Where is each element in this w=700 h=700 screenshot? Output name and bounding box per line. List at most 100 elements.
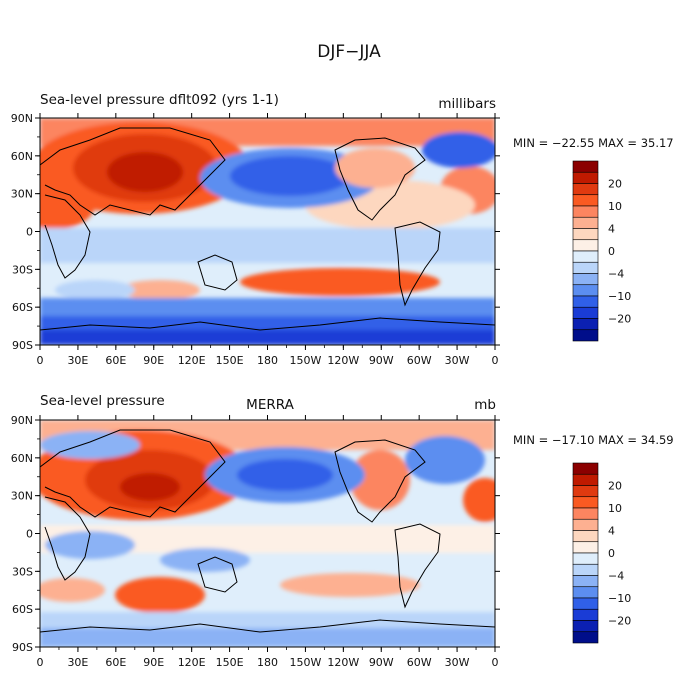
- panel-obs-colorbar-swatch: [572, 530, 599, 543]
- panel-model-title: Sea-level pressure dflt092 (yrs 1-1): [40, 92, 279, 108]
- panel-model-x-tick-label: 30W: [445, 354, 470, 367]
- panel-model-x-tick-label: 90E: [143, 354, 164, 367]
- panel-obs-y-tick-label: 60N: [11, 452, 33, 465]
- figure-title: DJF−JJA: [317, 42, 381, 62]
- panel-obs-colorbar-label: −20: [608, 615, 631, 628]
- panel-model-x-tick-label: 150W: [289, 354, 321, 367]
- panel-model-x-tick-label: 60E: [105, 354, 126, 367]
- panel-obs-x-tick-label: 120W: [327, 656, 359, 669]
- panel-model-x-tick-label: 30E: [67, 354, 88, 367]
- panel-obs-colorbar-label: 20: [608, 480, 622, 493]
- panel-model-colorbar-swatch: [572, 295, 599, 308]
- panel-model-colorbar-swatch: [572, 171, 599, 184]
- panel-model-x-tick-label: 0: [492, 354, 499, 367]
- panel-obs-colorbar-swatch: [572, 518, 599, 531]
- panel-obs-coastlines: [40, 429, 495, 633]
- panel-obs-title: Sea-level pressure: [40, 393, 165, 409]
- panel-obs-colorbar-label: 0: [608, 547, 615, 560]
- panel-model-units: millibars: [438, 96, 496, 112]
- panel-model-colorbar-swatch: [572, 306, 599, 319]
- panel-obs-colorbar-swatch: [572, 575, 599, 588]
- panel-obs-y-tick-label: 60S: [12, 603, 33, 616]
- panel-model-colorbar-swatch: [572, 239, 599, 252]
- panel-obs-x-tick-label: 0: [37, 656, 44, 669]
- panel-obs-x-tick-label: 150W: [289, 656, 321, 669]
- panel-obs-map: [40, 420, 495, 647]
- panel-model-colorbar-swatch: [572, 183, 599, 196]
- panel-obs-x-tick-label: 0: [492, 656, 499, 669]
- panel-model-colorbar-label: −20: [608, 313, 631, 326]
- panel-obs-colorbar-swatch: [572, 496, 599, 509]
- panel-model-colorbar-swatch: [572, 160, 599, 173]
- panel-model-x-tick-label: 150E: [216, 354, 244, 367]
- panel-model-y-tick-label: 60N: [11, 150, 33, 163]
- panel-model-y-tick-label: 90S: [12, 339, 33, 352]
- panel-model-colorbar-label: −10: [608, 290, 631, 303]
- panel-obs-colorbar-swatch: [572, 552, 599, 565]
- panel-obs-colorbar-label: 4: [608, 525, 615, 538]
- panel-obs-y-tick-label: 0: [26, 528, 33, 541]
- panel-obs-x-tick-label: 30E: [67, 656, 88, 669]
- panel-obs-x-tick-label: 60E: [105, 656, 126, 669]
- panel-obs-x-tick-label: 30W: [445, 656, 470, 669]
- panel-model-x-tick-label: 90W: [369, 354, 394, 367]
- panel-model-x-tick-label: 60W: [407, 354, 432, 367]
- panel-model-colorbar-swatch: [572, 228, 599, 241]
- panel-model-axes: 0 30E 60E 90E 120E 150E 180 150W 120W 90W 60W 30W 09…: [11, 112, 500, 367]
- panel-obs-y-tick-label: 90N: [11, 414, 33, 427]
- panel-obs-y-tick-label: 30S: [12, 565, 33, 578]
- panel-model-colorbar-label: 0: [608, 245, 615, 258]
- panel-model: Sea-level pressure dflt092 (yrs 1-1) mil…: [11, 92, 674, 367]
- panel-model-y-tick-label: 60S: [12, 301, 33, 314]
- panel-model-stats: MIN = −22.55 MAX = 35.17: [513, 136, 674, 150]
- panel-model-colorbar-swatch: [572, 250, 599, 263]
- panel-model-colorbar-swatch: [572, 205, 599, 218]
- panel-model-x-tick-label: 120E: [178, 354, 206, 367]
- panel-model-map: [40, 118, 495, 345]
- panel-obs-colorbar-swatch: [572, 597, 599, 610]
- panel-model-y-tick-label: 30S: [12, 263, 33, 276]
- panel-model-colorbar-label: −4: [608, 268, 624, 281]
- panel-obs-y-tick-label: 90S: [12, 641, 33, 654]
- panel-obs-x-tick-label: 180: [257, 656, 278, 669]
- panel-obs-colorbar-swatch: [572, 620, 599, 633]
- panel-obs-x-tick-label: 90W: [369, 656, 394, 669]
- panel-model-y-tick-label: 90N: [11, 112, 33, 125]
- panel-obs-x-tick-label: 120E: [178, 656, 206, 669]
- panel-model-colorbar: 20 10 4 0 −4 −10 −20: [572, 160, 631, 342]
- panel-model-x-tick-label: 120W: [327, 354, 359, 367]
- panel-obs-colorbar-swatch: [572, 608, 599, 621]
- panel-obs-x-tick-label: 90E: [143, 656, 164, 669]
- panel-obs-colorbar: 20 10 4 0 −4 −10 −20: [572, 462, 631, 644]
- panel-model-colorbar-swatch: [572, 284, 599, 297]
- panel-obs-stats: MIN = −17.10 MAX = 34.59: [513, 433, 674, 447]
- panel-obs-colorbar-swatch: [572, 485, 599, 498]
- panel-model-y-tick-label: 0: [26, 226, 33, 239]
- panel-obs-colorbar-swatch: [572, 563, 599, 576]
- panel-model-colorbar-label: 10: [608, 200, 622, 213]
- panel-model-x-tick-label: 0: [37, 354, 44, 367]
- panel-model-colorbar-swatch: [572, 216, 599, 229]
- panel-obs-colorbar-swatch: [572, 473, 599, 486]
- panel-obs-colorbar-swatch: [572, 462, 599, 475]
- panel-obs-colorbar-swatch: [572, 541, 599, 554]
- panel-obs-x-tick-label: 60W: [407, 656, 432, 669]
- panel-obs: Sea-level pressure MERRA mb MIN = −17.10…: [11, 393, 674, 669]
- panel-model-colorbar-swatch: [572, 318, 599, 331]
- panel-obs-axes: 0 30E 60E 90E 120E 150E 180 150W 120W 90W 60W 30W 09…: [11, 414, 500, 669]
- panel-obs-center-label: MERRA: [246, 397, 294, 413]
- panel-model-coastlines: [40, 127, 495, 331]
- panel-model-colorbar-swatch: [572, 194, 599, 207]
- panel-model-colorbar-swatch: [572, 261, 599, 274]
- panel-model-y-tick-label: 30N: [11, 188, 33, 201]
- panel-obs-colorbar-label: 10: [608, 502, 622, 515]
- panel-obs-colorbar-swatch: [572, 507, 599, 520]
- panel-obs-colorbar-swatch: [572, 631, 599, 644]
- panel-model-colorbar-swatch: [572, 329, 599, 342]
- panel-obs-colorbar-label: −10: [608, 592, 631, 605]
- panel-obs-units: mb: [474, 397, 496, 413]
- panel-model-x-tick-label: 180: [257, 354, 278, 367]
- panel-model-colorbar-label: 20: [608, 178, 622, 191]
- panel-model-colorbar-swatch: [572, 273, 599, 286]
